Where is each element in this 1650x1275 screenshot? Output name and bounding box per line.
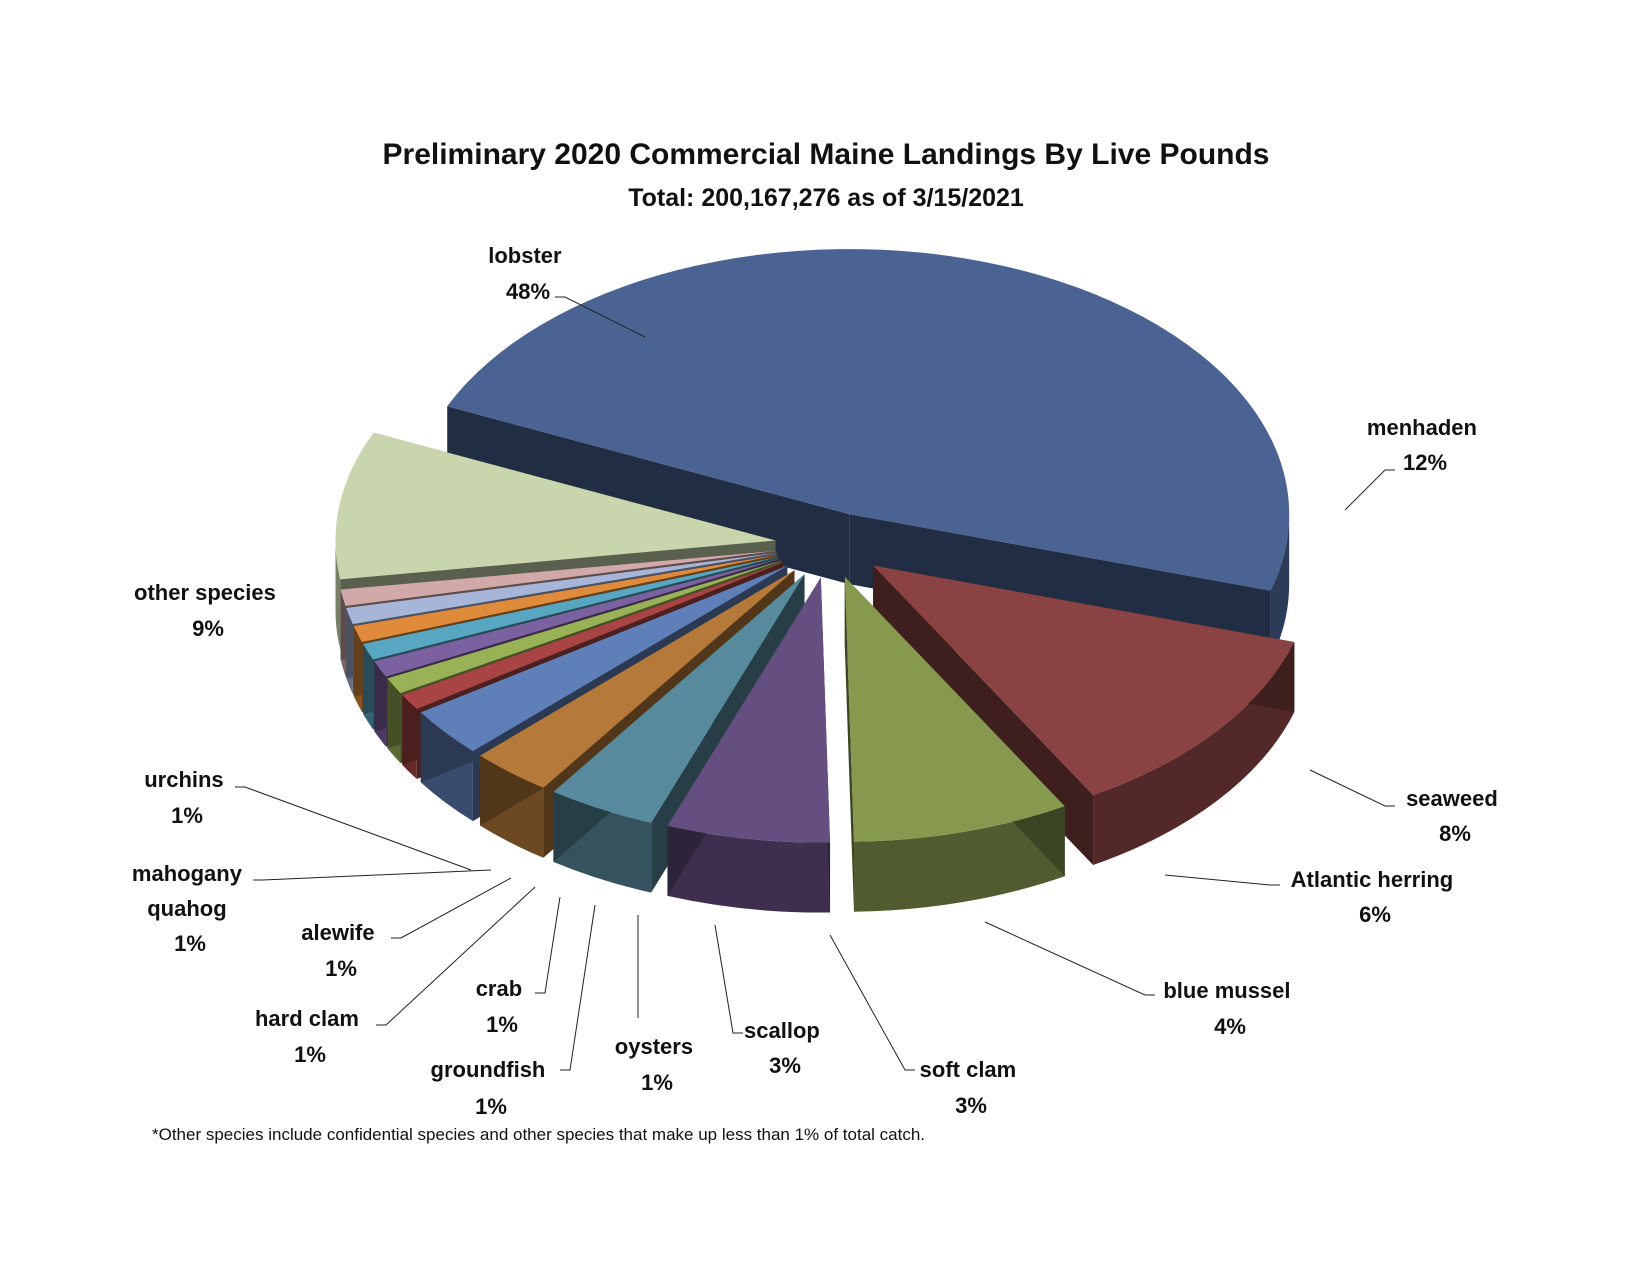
slice-top-blue-mussel [553,574,805,823]
leader-line-groundfish [560,904,596,1071]
slice-label-seaweed: seaweed 8% [1406,786,1504,846]
slice-top-menhaden [873,565,1295,795]
slice-label-groundfish: groundfish 1% [431,1057,552,1119]
footnote: *Other species include confidential spec… [152,1125,925,1144]
slice-top-groundfish [387,560,782,694]
leader-line-soft-clam [829,934,915,1071]
pie-slices [335,249,1295,913]
leader-line-seaweed [1309,769,1395,807]
slice-top-hard-clam [363,556,779,660]
slice-top-other-species [335,432,776,580]
slice-top-seaweed [844,576,1065,842]
slice-label-menhaden: menhaden 12% [1367,415,1483,475]
slice-top-alewife [353,554,778,643]
slice-atlantic-herring [667,577,831,913]
leader-line-mahogany-quahog [253,869,492,881]
slice-label-lobster: lobster 48% [488,243,567,304]
chart-subtitle: Total: 200,167,276 as of 3/15/2021 [628,184,1024,212]
slice-label-alewife: alewife 1% [301,920,381,981]
slice-labels: lobster 48% menhaden 12% seaweed 8% Atla… [132,243,1504,1119]
slice-top-scallop [420,565,788,752]
slice-side-other-species [335,540,341,650]
chart-title: Preliminary 2020 Commercial Maine Landin… [383,138,1270,171]
slice-top-mahogany-quahog [346,552,777,625]
slice-side-seaweed [854,806,1065,912]
slice-label-crab: crab 1% [476,976,529,1037]
leader-line-menhaden [1344,469,1395,511]
leader-line-lobster [555,296,646,338]
leader-line-crab [535,896,561,994]
slice-top-soft-clam [480,570,795,788]
leader-line-scallop [714,924,743,1034]
leader-line-atlantic-herring [1164,874,1280,886]
leader-lines [235,296,1395,1071]
slice-edge-scallop-1 [420,565,788,783]
slice-label-hard-clam: hard clam 1% [255,1006,365,1067]
slice-top-oysters [402,562,784,710]
slice-label-soft-clam: soft clam 3% [920,1057,1023,1118]
slice-label-mahogany-quahog: mahogany quahog 1% [132,861,248,956]
slice-label-blue-mussel: blue mussel 4% [1163,978,1296,1039]
slice-top-lobster [447,249,1290,591]
slice-label-scallop: scallop 3% [744,1018,826,1078]
slice-side-lobster [1270,514,1290,661]
leader-line-hard-clam [376,886,536,1026]
slice-seaweed [844,576,1065,912]
slice-label-urchins: urchins 1% [144,767,230,828]
leader-line-blue-mussel [984,921,1155,996]
slice-top-atlantic-herring [667,577,831,843]
slice-top-urchins [340,550,776,606]
slice-top-crab [374,558,780,677]
slice-label-oysters: oysters 1% [615,1034,699,1095]
slice-side-atlantic-herring [667,825,831,913]
leader-line-urchins [235,786,472,871]
slice-label-atlantic-herring: Atlantic herring 6% [1291,867,1460,927]
slice-side-menhaden [1093,642,1295,865]
slice-label-other-species: other species 9% [134,580,282,641]
leader-line-alewife [391,877,512,939]
slice-edge-seaweed-1 [844,576,855,912]
